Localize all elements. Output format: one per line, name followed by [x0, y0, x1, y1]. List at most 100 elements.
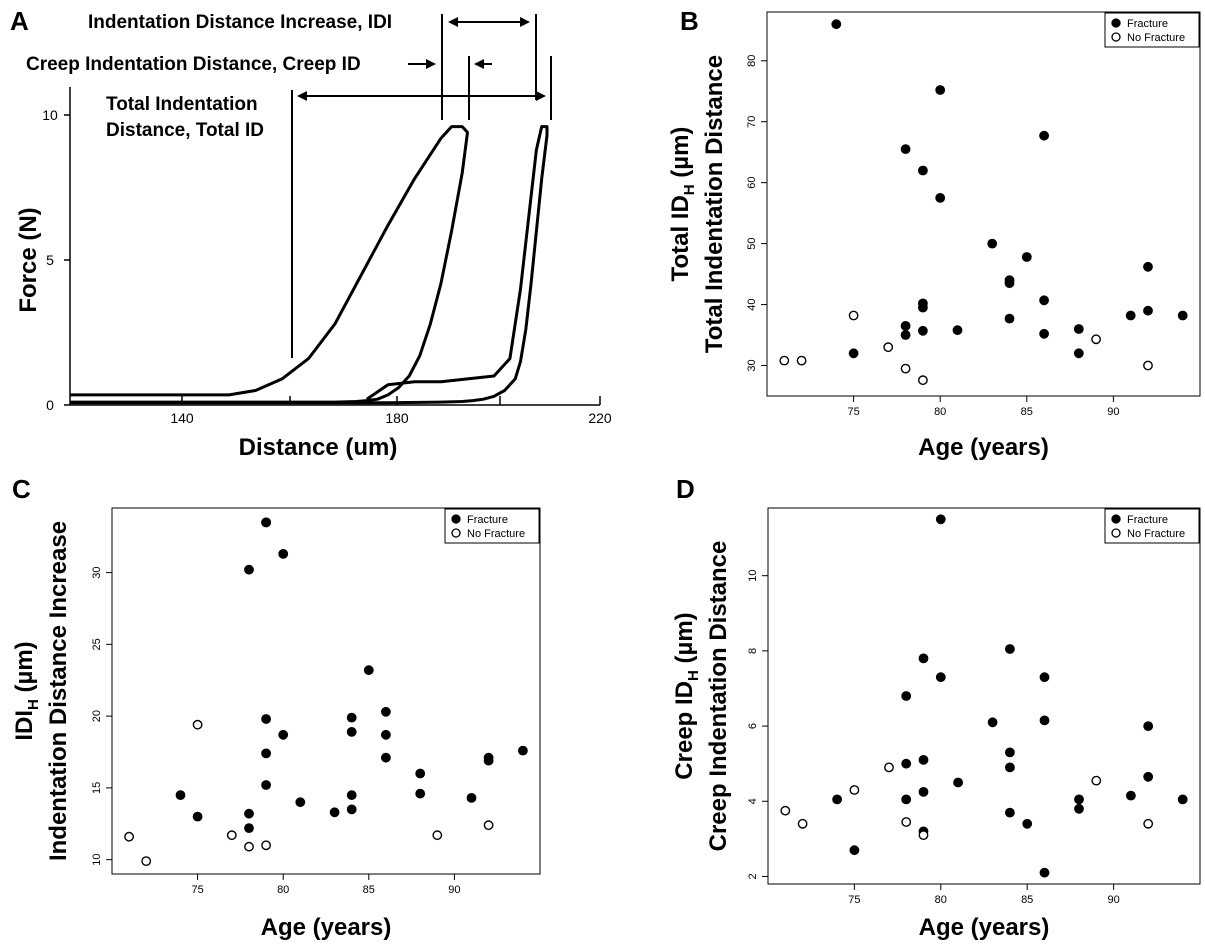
panel-d-fracture-point-17: [1005, 807, 1015, 818]
panel-d-fracture-point-4: [901, 758, 912, 769]
panel-d-fracture-point-27: [1177, 794, 1188, 805]
panel-c-no-fracture-point-1: [124, 831, 135, 842]
panel-d-fracture-point-13: [987, 717, 998, 728]
panel-c-fracture-point-10: [261, 780, 271, 790]
panel-d-xtick-label-75: 75: [848, 894, 860, 906]
panel-d-fracture-point-11: [935, 672, 946, 683]
hysteresis-curve-1: [70, 125, 469, 404]
panel-c-no-fracture-point-2: [141, 856, 152, 866]
panel-c-ytick-label-15: 15: [91, 782, 103, 794]
annotation-idi: Indentation Distance Increase, IDI: [88, 12, 392, 33]
panel-b-xtick-label-90: 90: [1107, 406, 1119, 418]
panel-d-fracture-point-3: [901, 691, 912, 701]
panel-d-no-fracture-point-3: [849, 785, 860, 795]
panel-c: 75 80 85 90 10 15 20 25 30 Age (years) IDIH (µm) In…: [11, 507, 541, 941]
panel-a-arrowheads: [297, 17, 546, 101]
idi-arrowhead-right: [520, 17, 530, 27]
panel-b-fracture-point-25: [1143, 305, 1153, 316]
panel-b-fracture-point-9: [918, 325, 928, 336]
panel-d-fracture-point-20: [1039, 715, 1050, 726]
panel-d-fracture-point-24: [1126, 790, 1136, 801]
panel-c-y-axis-title-line1: IDIH (µm): [11, 641, 42, 740]
panel-a-xtick-label-180: 180: [385, 410, 409, 426]
panel-d-fracture-point-8: [918, 787, 929, 797]
panel-d-fracture-point-6: [918, 653, 929, 664]
panel-c-legend-box: [444, 508, 540, 544]
panel-b-fracture-point-19: [1039, 295, 1050, 306]
panel-b-fracture-point-13: [987, 238, 998, 249]
panel-b-fracture-point-8: [918, 302, 928, 313]
panel-d-xtick-label-80: 80: [935, 894, 947, 906]
panel-d-no-fracture-point-2: [797, 818, 808, 829]
panel-c-fracture-point-7: [261, 517, 271, 528]
panel-c-fracture-point-16: [346, 727, 357, 737]
panel-b-fracture-point-5: [900, 330, 911, 340]
panel-d-fracture-point-22: [1074, 794, 1084, 805]
panel-d-legend-fracture-label: Fracture: [1127, 514, 1168, 526]
creep-arrowhead-in-right: [474, 59, 484, 69]
panel-d-fracture-point-23: [1074, 803, 1084, 814]
panel-c-xtick-label-75: 75: [191, 884, 203, 896]
panel-b-ytick-label-30: 30: [746, 359, 758, 371]
panel-c-fracture-point-24: [415, 788, 426, 799]
panel-b-legend-fracture-label: Fracture: [1127, 18, 1168, 30]
panel-d-no-fracture-point-4: [884, 762, 894, 773]
panel-letter-d: D: [676, 474, 695, 504]
panel-b-legend-no-fracture-marker: [1111, 32, 1121, 42]
panel-c-fracture-point-1: [175, 790, 186, 800]
panel-b-no-fracture-point-5: [900, 363, 911, 374]
panel-b-fracture-point-26: [1177, 310, 1188, 321]
panel-d-xtick-label-90: 90: [1107, 894, 1119, 906]
panel-c-fracture-point-5: [244, 823, 254, 833]
panel-b-fracture-point-3: [900, 144, 911, 155]
panel-b-fracture-point-18: [1039, 130, 1050, 141]
panel-b-fracture-point-2: [848, 348, 859, 359]
annotation-total-line2: Distance, Total ID: [106, 120, 264, 141]
panel-a-ytick-label-5: 5: [46, 252, 54, 268]
panel-c-ytick-label-10: 10: [91, 854, 103, 866]
panel-b-ytick-label-60: 60: [746, 177, 758, 189]
panel-d-fracture-point-19: [1039, 672, 1050, 683]
panel-b-xtick-label-80: 80: [934, 406, 946, 418]
panel-d-fracture-point-15: [1005, 747, 1015, 758]
panel-b-fracture-point-4: [900, 320, 911, 331]
panel-c-legend-fracture-marker: [451, 514, 461, 524]
idi-arrowhead-left: [448, 17, 458, 27]
panel-d-ytick-label-4: 4: [747, 798, 759, 804]
panel-d-fracture-point-21: [1039, 867, 1050, 878]
panel-c-fracture-point-13: [295, 797, 306, 808]
panel-d-frame: [767, 507, 1201, 885]
panel-d-fracture-point-10: [935, 514, 946, 525]
panel-b-ytick-label-80: 80: [746, 55, 758, 67]
panel-c-ytick-label-25: 25: [91, 638, 103, 650]
panel-c-fracture-point-12: [278, 729, 289, 740]
panel-c-fracture-point-23: [415, 768, 426, 779]
panel-d-ytick-label-6: 6: [747, 723, 759, 729]
panel-c-no-fracture-point-8: [483, 820, 494, 831]
panel-b-no-fracture-point-2: [796, 355, 807, 366]
panel-c-fracture-point-19: [363, 665, 374, 676]
panel-c-fracture-point-3: [244, 564, 254, 575]
panel-b-fracture-point-22: [1073, 348, 1084, 359]
panel-b-fracture-point-17: [1021, 252, 1032, 262]
panel-b-fracture-point-23: [1125, 310, 1136, 321]
panel-c-fracture-point-17: [346, 790, 357, 800]
panel-d: 75 80 85 90 2 4 6 8 10 Age (years) Creep IDH (µm) C…: [671, 507, 1201, 941]
panel-b-ytick-label-70: 70: [746, 116, 758, 128]
panel-d-y-axis-title-line2: Creep Indentation Distance: [705, 541, 732, 852]
panel-a-xtick-label-220: 220: [588, 410, 612, 426]
panel-c-fracture-point-28: [518, 745, 528, 756]
panel-b-xtick-label-85: 85: [1021, 406, 1033, 418]
panel-b-fracture-point-11: [935, 192, 946, 203]
panel-b-fracture-point-6: [918, 165, 928, 176]
panel-d-xtick-label-85: 85: [1021, 894, 1033, 906]
panel-c-xtick-label-80: 80: [277, 884, 289, 896]
panel-b-no-fracture-point-1: [779, 355, 790, 366]
panel-c-xtick-label-85: 85: [363, 884, 375, 896]
panel-d-x-axis-title: Age (years): [919, 914, 1050, 941]
panel-b-no-fracture-point-8: [1143, 360, 1153, 371]
panel-a-axes: [64, 87, 601, 406]
panel-d-fracture-point-5: [901, 794, 912, 805]
panel-b-no-fracture-point-6: [918, 375, 928, 386]
panel-c-ytick-label-20: 20: [91, 710, 103, 722]
